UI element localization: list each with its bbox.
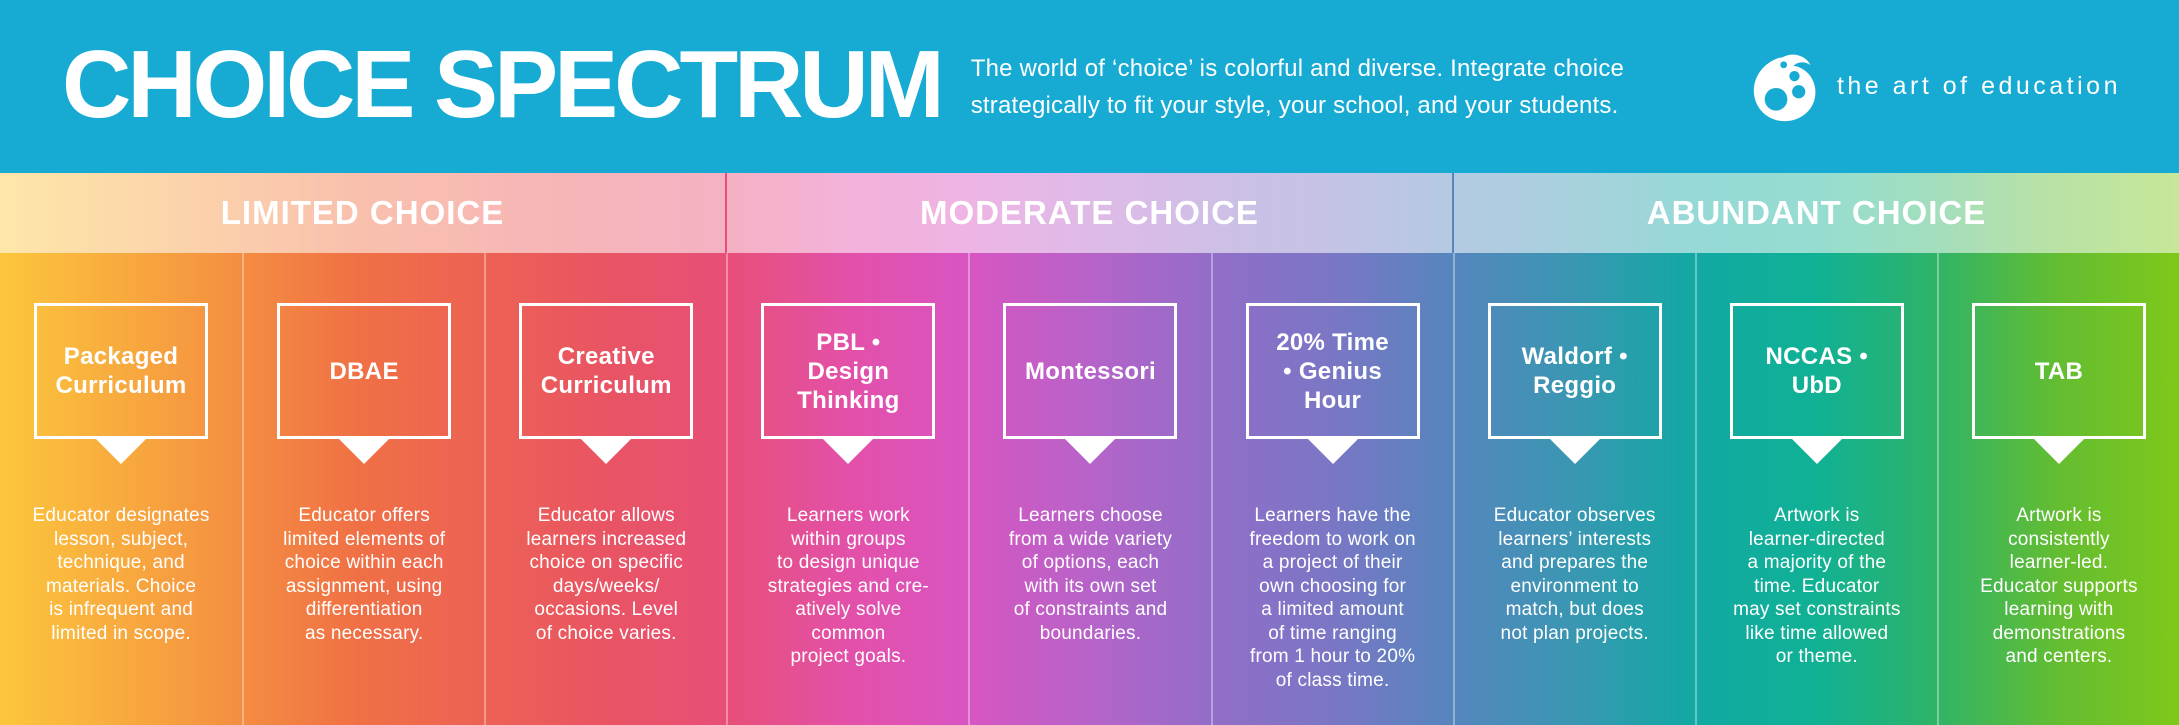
header: CHOICE SPECTRUM The world of ‘choice’ is… xyxy=(0,0,2179,173)
column-nccas-ubd: NCCAS • UbD Artwork is learner-directed … xyxy=(1694,253,1937,725)
column-pbl-design-thinking: PBL • Design Thinking Learners work with… xyxy=(726,253,968,725)
column-genius-hour: 20% Time • Genius Hour Learners have the… xyxy=(1210,253,1453,725)
section-band: LIMITED CHOICE MODERATE CHOICE ABUNDANT … xyxy=(0,173,2179,253)
column-packaged-curriculum: Packaged Curriculum Educator designates … xyxy=(0,253,242,725)
section-moderate-choice: MODERATE CHOICE xyxy=(727,173,1452,253)
method-title: PBL • Design Thinking xyxy=(797,328,900,414)
method-title-box: Packaged Curriculum xyxy=(34,303,209,439)
column-dbae: DBAE Educator offers limited elements of… xyxy=(242,253,484,725)
pointer-triangle-icon xyxy=(821,437,876,464)
method-title: DBAE xyxy=(329,357,399,385)
pointer-triangle-icon xyxy=(579,437,634,464)
method-description: Educator observes learners’ interests an… xyxy=(1493,505,1656,644)
method-title: Packaged Curriculum xyxy=(55,343,187,399)
section-label: ABUNDANT CHOICE xyxy=(1646,194,1987,231)
brand-logo: the art of education xyxy=(1751,50,2121,124)
palette-icon xyxy=(1751,50,1819,124)
column-tab: TAB Artwork is consistently learner-led.… xyxy=(1936,253,2179,725)
method-description: Educator designates lesson, subject, tec… xyxy=(32,505,210,644)
method-description: Educator allows learners increased choic… xyxy=(526,505,687,644)
pointer-triangle-icon xyxy=(1547,437,1602,464)
method-title-box: NCCAS • UbD xyxy=(1729,303,1904,439)
method-title-box: Creative Curriculum xyxy=(519,303,694,439)
method-title: Waldorf • Reggio xyxy=(1521,343,1628,399)
method-description: Educator offers limited elements of choi… xyxy=(283,505,446,644)
section-limited-choice: LIMITED CHOICE xyxy=(0,173,725,253)
method-title: TAB xyxy=(2034,357,2084,385)
pointer-triangle-icon xyxy=(337,437,392,464)
pointer-triangle-icon xyxy=(1789,437,1844,464)
section-label: MODERATE CHOICE xyxy=(920,194,1259,231)
method-title-box: Montessori xyxy=(1003,303,1178,439)
method-description: Learners have the freedom to work on a p… xyxy=(1249,505,1416,691)
method-description: Artwork is learner-directed a majority o… xyxy=(1733,505,1901,667)
column-montessori: Montessori Learners choose from a wide v… xyxy=(968,253,1210,725)
section-label: LIMITED CHOICE xyxy=(220,194,505,231)
method-title-box: Waldorf • Reggio xyxy=(1487,303,1662,439)
pointer-triangle-icon xyxy=(1305,437,1360,464)
method-description: Learners work within groups to design un… xyxy=(767,505,929,667)
method-title: Creative Curriculum xyxy=(540,343,672,399)
section-abundant-choice: ABUNDANT CHOICE xyxy=(1454,173,2179,253)
page-title: CHOICE SPECTRUM xyxy=(62,30,945,138)
pointer-triangle-icon xyxy=(2031,437,2086,464)
method-title: NCCAS • UbD xyxy=(1765,343,1869,399)
pointer-triangle-icon xyxy=(1063,437,1118,464)
method-title-box: PBL • Design Thinking xyxy=(761,303,936,439)
method-columns: Packaged Curriculum Educator designates … xyxy=(0,253,2179,725)
method-title: Montessori xyxy=(1024,357,1156,385)
page-subtitle: The world of ‘choice’ is colorful and di… xyxy=(970,54,1625,119)
spectrum-body: LIMITED CHOICE MODERATE CHOICE ABUNDANT … xyxy=(0,173,2179,725)
method-title: 20% Time • Genius Hour xyxy=(1276,328,1389,414)
method-description: Learners choose from a wide variety of o… xyxy=(1008,505,1173,644)
method-title-box: DBAE xyxy=(277,303,452,439)
method-title-box: TAB xyxy=(1971,303,2146,439)
method-description: Artwork is consistently learner-led. Edu… xyxy=(1980,505,2138,667)
pointer-triangle-icon xyxy=(94,437,149,464)
column-waldorf-reggio: Waldorf • Reggio Educator observes learn… xyxy=(1452,253,1695,725)
column-creative-curriculum: Creative Curriculum Educator allows lear… xyxy=(484,253,726,725)
method-title-box: 20% Time • Genius Hour xyxy=(1245,303,1420,439)
brand-name: the art of education xyxy=(1836,72,2121,100)
